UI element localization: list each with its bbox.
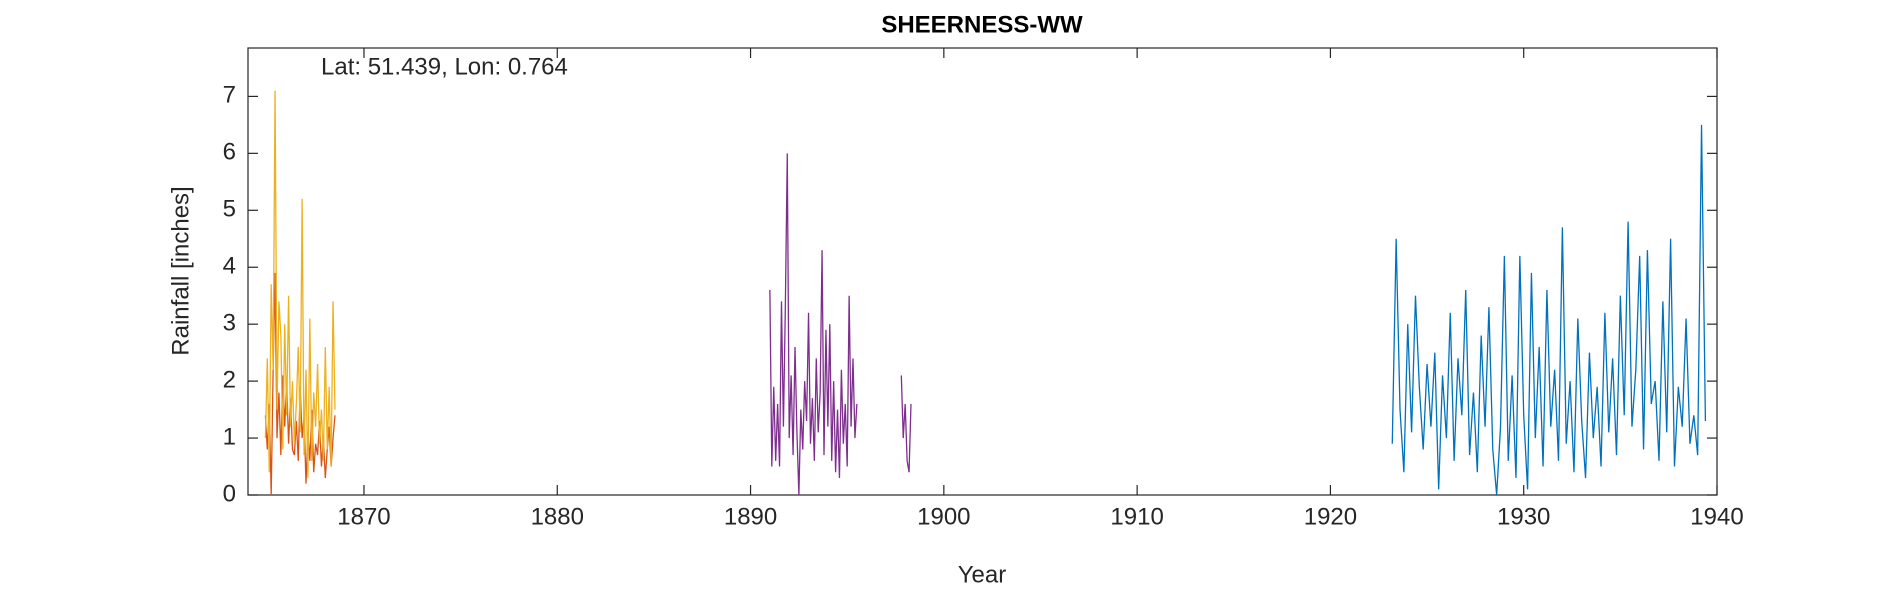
y-tick-label: 6 bbox=[223, 139, 236, 166]
x-tick-label: 1940 bbox=[1690, 503, 1743, 530]
y-tick-label: 1 bbox=[223, 423, 236, 450]
x-tick-label: 1930 bbox=[1497, 503, 1550, 530]
data-line bbox=[264, 90, 336, 478]
y-tick-label: 4 bbox=[223, 253, 236, 280]
x-tick-label: 1920 bbox=[1304, 503, 1357, 530]
x-tick-label: 1880 bbox=[531, 503, 584, 530]
x-axis-label: Year bbox=[958, 561, 1007, 588]
plot-area bbox=[247, 47, 1718, 496]
annotation: Lat: 51.439, Lon: 0.764 bbox=[321, 53, 568, 80]
x-tick-label: 1910 bbox=[1110, 503, 1163, 530]
x-tick-label: 1870 bbox=[337, 503, 390, 530]
y-tick-label: 7 bbox=[223, 82, 236, 109]
x-tick-label: 1890 bbox=[724, 503, 777, 530]
x-tick-label: 1900 bbox=[917, 503, 970, 530]
chart-title: SHEERNESS-WW bbox=[881, 11, 1083, 38]
data-line bbox=[1391, 124, 1707, 496]
y-tick-label: 0 bbox=[223, 480, 236, 507]
y-tick-label: 5 bbox=[223, 196, 236, 223]
y-tick-label: 3 bbox=[223, 310, 236, 337]
data-line bbox=[769, 153, 912, 496]
y-axis-label: Rainfall [inches] bbox=[167, 186, 194, 355]
y-tick-label: 2 bbox=[223, 366, 236, 393]
